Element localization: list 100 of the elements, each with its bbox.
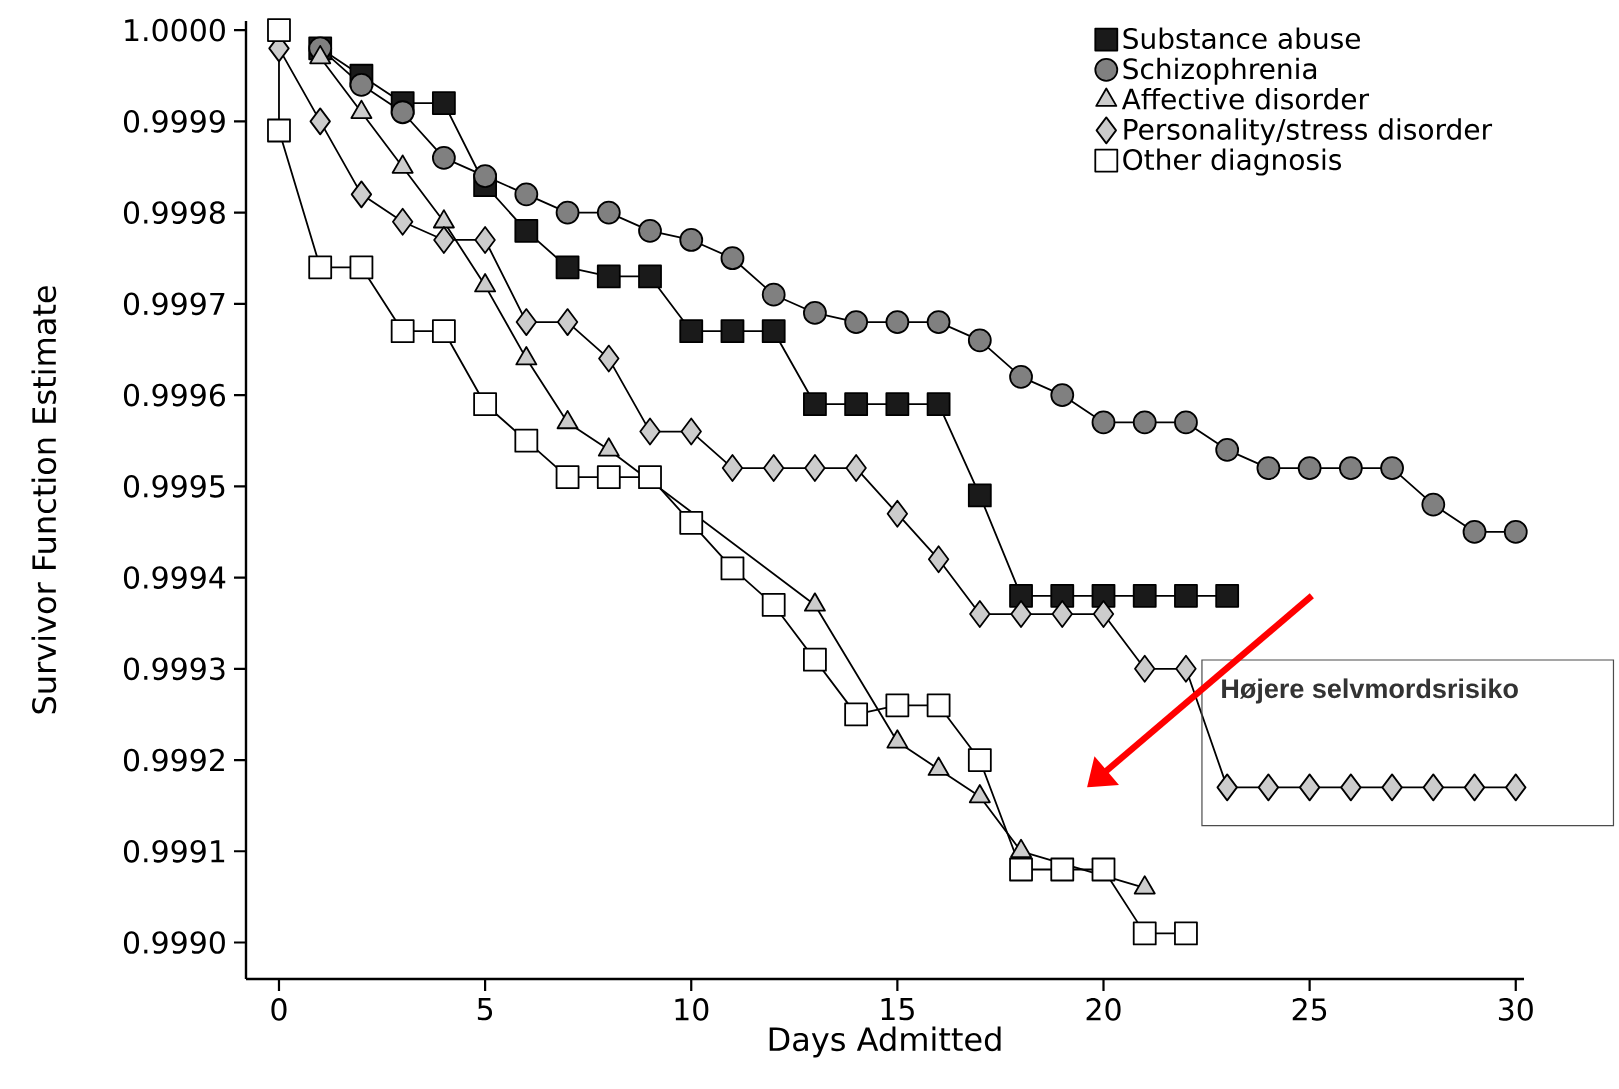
point — [638, 264, 662, 289]
point — [556, 308, 579, 336]
point — [1421, 492, 1446, 517]
point — [1174, 921, 1198, 946]
point — [1215, 437, 1240, 462]
point — [1050, 857, 1075, 882]
point — [1381, 773, 1403, 802]
point — [1503, 520, 1528, 544]
point — [349, 255, 374, 280]
point — [967, 328, 992, 353]
point — [596, 465, 621, 490]
point — [720, 319, 745, 344]
y-tick-label: 0.9995 — [123, 474, 225, 498]
point — [969, 600, 991, 628]
point — [803, 647, 827, 672]
point — [431, 145, 456, 170]
point — [720, 246, 745, 271]
x-tick-label: 5 — [477, 998, 493, 1021]
point — [1463, 773, 1486, 802]
y-tick-label: 0.9996 — [123, 383, 226, 407]
point — [1256, 456, 1281, 480]
point — [390, 319, 415, 344]
point — [1091, 410, 1116, 435]
point — [679, 510, 704, 535]
point — [720, 556, 745, 581]
point — [926, 310, 951, 334]
point — [1422, 773, 1444, 802]
point — [515, 308, 537, 336]
point — [596, 200, 621, 225]
point — [1091, 857, 1116, 882]
point — [1009, 364, 1033, 389]
legend-label: Other diagnosis — [1123, 148, 1342, 176]
point — [885, 310, 910, 334]
point — [309, 107, 331, 136]
point — [885, 693, 910, 718]
point — [885, 392, 910, 417]
y-axis-title: Survivor Function Estimate — [31, 286, 57, 714]
point — [1009, 583, 1033, 608]
y-tick-label: 0.9994 — [123, 566, 226, 589]
point — [886, 499, 909, 528]
y-tick-label: 0.9999 — [123, 110, 225, 133]
point — [761, 319, 786, 344]
point — [803, 392, 827, 417]
point — [845, 454, 867, 482]
point — [638, 218, 662, 243]
point — [1010, 600, 1032, 628]
point — [1174, 583, 1198, 608]
point — [844, 310, 869, 334]
point — [639, 417, 661, 446]
point — [555, 465, 580, 490]
legend-label: Affective disorder — [1121, 87, 1370, 110]
point — [967, 483, 992, 508]
point — [844, 702, 869, 727]
point — [1134, 654, 1156, 683]
point — [967, 748, 992, 772]
point — [308, 255, 333, 280]
x-tick-label: 25 — [1292, 998, 1327, 1021]
y-tick-label: 0.9991 — [123, 839, 225, 863]
point — [1297, 456, 1322, 480]
legend-label: Schizophrenia — [1123, 57, 1317, 85]
point — [1174, 410, 1198, 435]
x-tick-label: 20 — [1086, 998, 1121, 1021]
y-tick-label: 1.0000 — [125, 18, 225, 42]
point — [1215, 583, 1240, 608]
legend-label: Substance abuse — [1123, 27, 1360, 50]
x-tick-label: 30 — [1498, 998, 1533, 1021]
point — [1380, 456, 1404, 480]
point — [1132, 583, 1157, 608]
point — [473, 164, 498, 188]
point — [1051, 600, 1073, 628]
point — [392, 207, 414, 236]
y-tick-label: 0.9992 — [123, 748, 224, 772]
point — [1298, 773, 1321, 802]
x-tick-label: 15 — [881, 998, 914, 1021]
point — [1132, 410, 1157, 435]
point — [431, 319, 456, 344]
point — [1050, 583, 1075, 608]
point — [926, 392, 951, 417]
point — [1257, 773, 1280, 802]
point — [1175, 654, 1197, 683]
point — [1338, 456, 1363, 480]
y-tick-label: 0.9998 — [123, 201, 225, 224]
point — [1132, 921, 1157, 946]
point — [638, 465, 662, 490]
point — [763, 454, 785, 482]
point — [1092, 600, 1115, 628]
point — [267, 18, 291, 43]
point — [679, 319, 704, 344]
point — [598, 344, 620, 373]
point — [433, 226, 455, 254]
point — [1505, 773, 1527, 802]
point — [1216, 773, 1238, 802]
point — [514, 428, 539, 453]
point — [474, 226, 496, 254]
x-tick-label: 0 — [271, 998, 287, 1021]
point — [514, 182, 539, 207]
point — [596, 264, 621, 289]
point — [1462, 520, 1487, 544]
point — [927, 545, 950, 574]
point — [721, 454, 744, 482]
